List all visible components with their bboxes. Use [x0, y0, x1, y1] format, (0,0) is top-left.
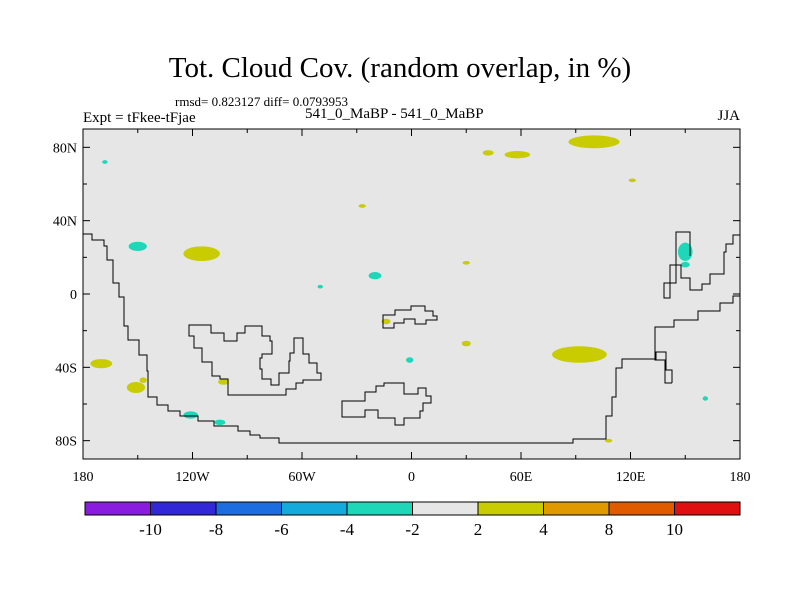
anomaly-region [604, 438, 613, 443]
anomaly-region [568, 135, 620, 149]
colorbar-label: 10 [666, 520, 683, 539]
stats-line: rmsd= 0.823127 diff= 0.0793953 [175, 94, 348, 109]
x-tick-label: 120W [175, 470, 210, 485]
y-tick-label: 80N [53, 141, 77, 156]
season-label: JJA [717, 108, 740, 124]
x-tick-label: 180 [730, 470, 751, 485]
anomaly-region [126, 382, 146, 393]
anomaly-region [218, 379, 229, 385]
colorbar-swatch [281, 501, 348, 516]
x-tick-label: 0 [408, 470, 415, 485]
coastline-antarctica [259, 351, 673, 444]
coastline-africa [188, 324, 322, 396]
x-tick-label: 60E [510, 470, 533, 485]
coastlines [83, 231, 740, 444]
colorbar-swatch [674, 501, 741, 516]
colorbar-label: -10 [139, 520, 162, 539]
map-background [83, 129, 740, 459]
anomaly-region [504, 151, 531, 159]
colorbar: -10 -8 -6 -4 -2 2 4 8 10 [84, 501, 741, 539]
anomaly-region [680, 261, 690, 268]
colorbar-label: -8 [209, 520, 223, 539]
colorbar-swatch [477, 501, 544, 516]
colorbar-label: 4 [539, 520, 548, 539]
anomaly-region [482, 150, 494, 156]
anomaly-region [462, 261, 470, 265]
x-tick-label: 60W [288, 470, 316, 485]
anomaly-region [461, 340, 471, 347]
colorbar-label: -4 [340, 520, 355, 539]
colorbar-swatch [84, 501, 151, 516]
colorbar-swatch [543, 501, 610, 516]
anomaly-region [90, 359, 113, 369]
y-tick-label: 40N [53, 215, 77, 230]
anomaly-region [358, 204, 366, 208]
plot-title: Tot. Cloud Cov. (random overlap, in %) [168, 52, 632, 84]
colorbar-swatch [608, 501, 675, 516]
coastline-maritime [382, 305, 438, 329]
anomaly-region [102, 160, 108, 164]
coastline-america [83, 233, 260, 436]
runs-label: 541_0_MaBP - 541_0_MaBP [305, 106, 484, 122]
colorbar-label: 2 [474, 520, 483, 539]
colorbar-swatch [150, 501, 217, 516]
y-tick-label: 80S [55, 435, 77, 450]
coastline-southern-islands [341, 382, 432, 426]
anomaly-region [317, 284, 323, 289]
colorbar-swatch [412, 501, 479, 516]
y-tick-label: 40S [55, 361, 77, 376]
anomaly-region [183, 246, 220, 261]
anomaly-region [381, 318, 391, 325]
anomaly-region [368, 272, 382, 280]
map-axes: 180 120W 60W 0 60E 120E 180 80N 40N 0 40S 80S [53, 129, 751, 485]
coastline-australia [654, 295, 740, 384]
colorbar-swatch [215, 501, 282, 516]
anomaly-region [702, 396, 709, 401]
anomaly-region [677, 242, 693, 261]
colorbar-swatch [346, 501, 413, 516]
anomaly-region [128, 241, 147, 251]
anomaly-region [139, 377, 147, 383]
anomaly-regions [90, 135, 709, 443]
experiment-label: Expt = tFkee-tFjae [83, 110, 196, 126]
colorbar-label: -6 [274, 520, 288, 539]
colorbar-label: -2 [405, 520, 419, 539]
anomaly-region [406, 357, 414, 363]
anomaly-region [628, 178, 636, 183]
x-tick-label: 120E [616, 470, 646, 485]
x-tick-label: 180 [73, 470, 94, 485]
anomaly-region [552, 346, 607, 363]
colorbar-label: 8 [605, 520, 614, 539]
coastline-asia-east [663, 231, 740, 299]
anomaly-region [183, 411, 198, 419]
y-tick-label: 0 [70, 288, 77, 303]
anomaly-region [214, 419, 226, 426]
